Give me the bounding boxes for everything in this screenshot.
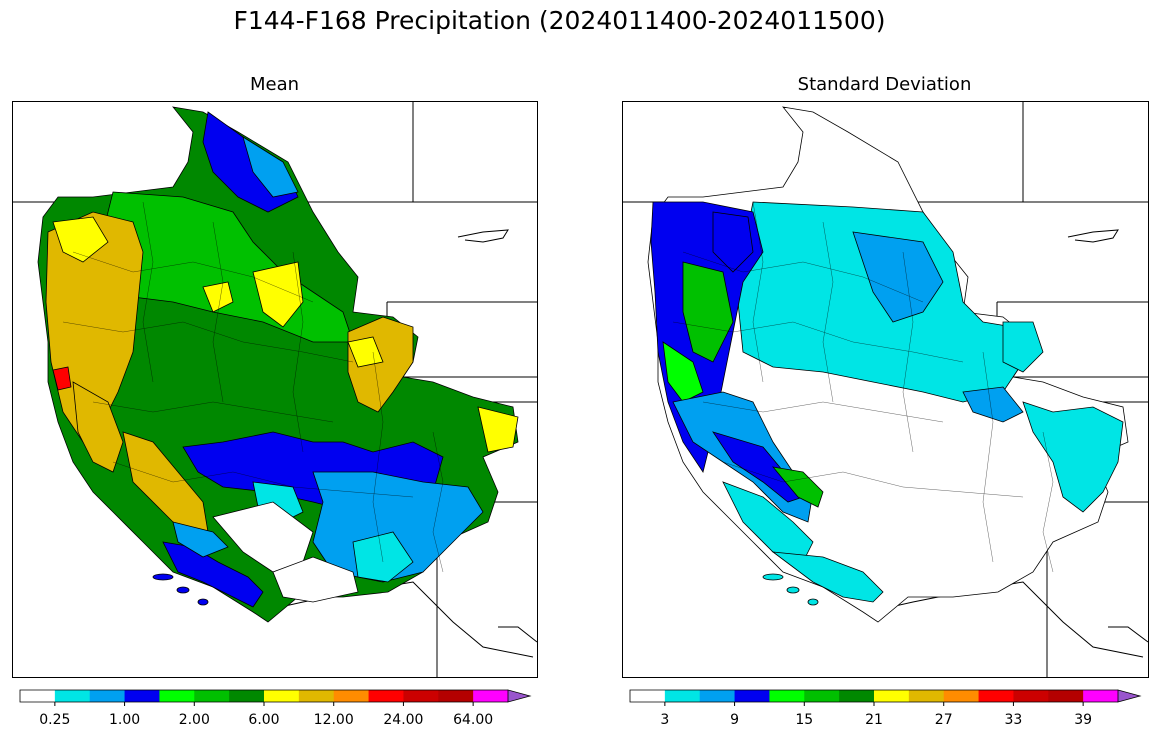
- colorbar-swatch: [699, 690, 736, 702]
- colorbar-tick-label: 3: [660, 712, 670, 728]
- colorbar-swatch: [229, 690, 265, 702]
- colorbar-swatch: [1083, 690, 1119, 702]
- colorbar-swatch: [839, 690, 875, 702]
- colorbar-swatch: [473, 690, 509, 702]
- colorbar-tick-label: 0.25: [39, 712, 71, 728]
- colorbar-swatch: [368, 690, 404, 702]
- map-stddev: [622, 101, 1149, 678]
- colorbar-swatch: [20, 690, 56, 702]
- colorbar-swatch: [734, 690, 770, 702]
- colorbar-swatch: [54, 690, 91, 702]
- colorbar-stddev: [629, 689, 1142, 706]
- colorbar-tick-label: 15: [795, 712, 814, 728]
- colorbar-swatch: [874, 690, 910, 702]
- colorbar-mean-swatches: [19, 689, 532, 706]
- colorbar-swatch: [804, 690, 840, 702]
- colorbar-tick-label: 64.00: [453, 712, 494, 728]
- colorbar-swatch: [769, 690, 805, 702]
- colorbar-tick-label: 24.00: [383, 712, 424, 728]
- colorbar-swatch: [124, 690, 160, 702]
- colorbar-swatch: [89, 690, 126, 702]
- colorbar-extend-arrow: [1117, 689, 1142, 703]
- colorbar-mean: [19, 689, 532, 706]
- colorbar-swatch: [264, 690, 300, 702]
- colorbar-tick-label: 39: [1074, 712, 1093, 728]
- colorbar-swatch: [908, 690, 945, 702]
- panel-title-mean: Mean: [249, 74, 300, 95]
- colorbar-swatch: [438, 690, 474, 702]
- colorbar-tick-label: 21: [865, 712, 883, 728]
- colorbar-swatch: [159, 690, 195, 702]
- colorbar-swatch: [664, 690, 701, 702]
- colorbar-swatch: [403, 690, 439, 702]
- colorbar-swatch: [943, 690, 980, 702]
- colorbar-swatch: [333, 690, 370, 702]
- colorbar-swatch: [298, 690, 335, 702]
- colorbar-extend-arrow: [507, 689, 532, 703]
- map-stddev-canvas: [623, 102, 1148, 677]
- colorbar-tick-label: 27: [934, 712, 953, 728]
- panel-title-stddev: Standard Deviation: [797, 74, 972, 95]
- colorbar-tick-label: 6.00: [248, 712, 280, 728]
- map-mean-canvas: [13, 102, 537, 677]
- colorbar-tick-label: 9: [730, 712, 740, 728]
- colorbar-tick-label: 2.00: [178, 712, 210, 728]
- colorbar-swatch: [1048, 690, 1084, 702]
- map-mean: [12, 101, 538, 678]
- colorbar-tick-label: 1.00: [108, 712, 141, 728]
- colorbar-swatch: [1013, 690, 1049, 702]
- colorbar-tick-label: 12.00: [313, 712, 354, 728]
- colorbar-swatch: [630, 690, 666, 702]
- colorbar-stddev-swatches: [629, 689, 1142, 706]
- colorbar-tick-label: 33: [1004, 712, 1023, 728]
- figure-title: F144-F168 Precipitation (2024011400-2024…: [233, 6, 886, 35]
- colorbar-swatch: [194, 690, 230, 702]
- colorbar-swatch: [978, 690, 1014, 702]
